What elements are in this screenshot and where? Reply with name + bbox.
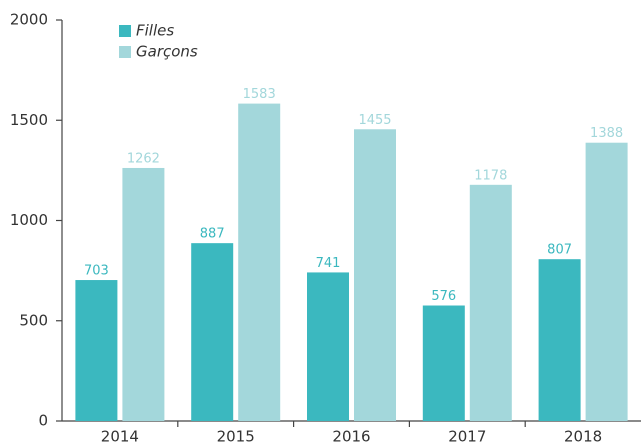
bar xyxy=(585,142,628,421)
value-label: 807 xyxy=(547,243,572,258)
bar xyxy=(191,243,234,421)
bar xyxy=(75,280,118,421)
bar xyxy=(122,167,165,421)
x-tick-label: 2017 xyxy=(448,428,486,445)
y-tick-label: 500 xyxy=(19,311,48,329)
value-label: 1178 xyxy=(474,168,507,183)
x-tick-label: 2014 xyxy=(101,428,139,445)
value-label: 576 xyxy=(431,289,456,304)
value-label: 741 xyxy=(316,256,341,271)
y-tick-label: 2000 xyxy=(10,11,48,29)
bar xyxy=(469,184,512,421)
y-tick-label: 0 xyxy=(38,412,48,430)
legend-label: Garçons xyxy=(136,43,198,61)
bar xyxy=(238,103,281,422)
y-tick-label: 1000 xyxy=(10,211,48,229)
value-label: 1388 xyxy=(590,126,623,141)
legend-swatch xyxy=(119,46,131,58)
bar xyxy=(354,129,396,421)
bar xyxy=(538,259,581,421)
legend-label: Filles xyxy=(136,22,174,40)
value-label: 1583 xyxy=(243,87,276,102)
bar xyxy=(307,272,349,421)
value-label: 1455 xyxy=(358,113,391,128)
value-label: 1262 xyxy=(127,151,160,166)
value-label: 703 xyxy=(84,264,109,279)
x-tick-label: 2015 xyxy=(217,428,255,445)
y-tick-label: 1500 xyxy=(10,111,48,129)
value-label: 887 xyxy=(200,227,225,242)
x-tick-label: 2016 xyxy=(332,428,370,445)
x-tick-label: 2018 xyxy=(564,428,602,445)
legend-swatch xyxy=(119,25,131,37)
bar xyxy=(422,305,465,421)
